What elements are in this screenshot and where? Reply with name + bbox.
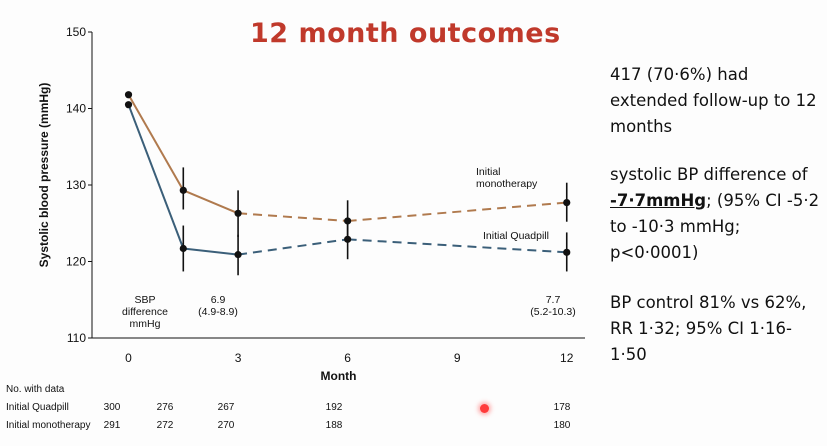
sbp-difference-label: mmHg	[130, 318, 161, 330]
series-line-initial-monotherapy	[238, 212, 348, 222]
y-tick-label: 140	[66, 102, 86, 116]
x-tick-label: 9	[454, 351, 461, 365]
x-tick-label: 6	[344, 351, 351, 365]
slide-title: 12 month outcomes	[250, 18, 561, 49]
x-tick-label: 3	[235, 351, 242, 365]
table-cell: 267	[218, 402, 235, 413]
series-line-initial-quadpill	[127, 104, 185, 249]
series-line-initial-quadpill	[183, 247, 239, 256]
data-point-initial-quadpill	[179, 244, 187, 253]
data-point-initial-quadpill	[234, 251, 242, 259]
table-cell: 180	[554, 420, 571, 431]
series-line-initial-quadpill	[237, 238, 348, 256]
data-point-initial-monotherapy	[563, 198, 571, 207]
data-point-initial-monotherapy	[234, 209, 242, 217]
table-cell: 270	[218, 420, 235, 431]
table-cell: 192	[326, 402, 343, 413]
y-tick-label: 130	[66, 178, 86, 192]
sbp-difference-value: -7·7mmHg	[610, 191, 707, 210]
legend-label-quadpill: Initial Quadpill	[483, 230, 549, 242]
data-point-initial-quadpill	[344, 235, 352, 243]
y-tick-label: 110	[67, 331, 86, 345]
data-point-initial-quadpill	[563, 248, 571, 256]
sbp-difference-month3: 6.9	[211, 294, 226, 306]
legend-label-monotherapy: monotherapy	[476, 178, 538, 190]
sbp-difference-month12: (5.2-10.3)	[530, 306, 576, 318]
sbp-difference-month12: 7.7	[546, 294, 561, 306]
table-cell: 178	[554, 402, 571, 413]
table-cell: 272	[157, 420, 174, 431]
x-axis-label: Month	[321, 369, 357, 383]
pointer-highlight	[480, 404, 489, 413]
data-point-initial-monotherapy	[179, 186, 187, 194]
table-row-label: Initial monotherapy	[6, 420, 91, 431]
data-point-initial-quadpill	[124, 101, 133, 109]
sbp-difference-suffix: ; (95% CI -5·2 to -10·3 mmHg; p<0·0001)	[610, 191, 820, 262]
sbp-difference-prefix: systolic BP difference of	[610, 165, 808, 184]
y-tick-label: 120	[66, 255, 86, 269]
series-line-initial-monotherapy	[182, 189, 239, 215]
table-row-label: Initial Quadpill	[6, 402, 69, 413]
y-tick-label: 150	[66, 25, 86, 39]
x-tick-label: 0	[125, 351, 132, 365]
sbp-difference-label: SBP	[134, 294, 155, 306]
table-cell: 276	[157, 402, 174, 413]
x-tick-label: 12	[560, 351, 574, 365]
followup-text: 417 (70·6%) had extended follow-up to 12…	[610, 65, 817, 136]
table-cell: 300	[104, 402, 121, 413]
y-axis-label: Systolic blood pressure (mmHg)	[37, 83, 51, 268]
sbp-difference-month3: (4.9-8.9)	[198, 306, 238, 318]
legend-label-monotherapy: Initial	[476, 166, 501, 178]
series-line-initial-monotherapy	[127, 94, 185, 191]
series-line-initial-monotherapy	[347, 201, 567, 222]
sbp-difference-text: systolic BP difference of -7·7mmHg; (95%…	[610, 162, 825, 266]
table-cell: 188	[326, 420, 343, 431]
sbp-difference-label: difference	[122, 306, 168, 318]
table-header: No. with data	[6, 384, 65, 395]
table-cell: 291	[104, 420, 121, 431]
data-point-initial-monotherapy	[124, 91, 133, 99]
series-line-initial-quadpill	[347, 238, 567, 254]
bp-control-text: BP control 81% vs 62%, RR 1·32; 95% CI 1…	[610, 293, 807, 364]
